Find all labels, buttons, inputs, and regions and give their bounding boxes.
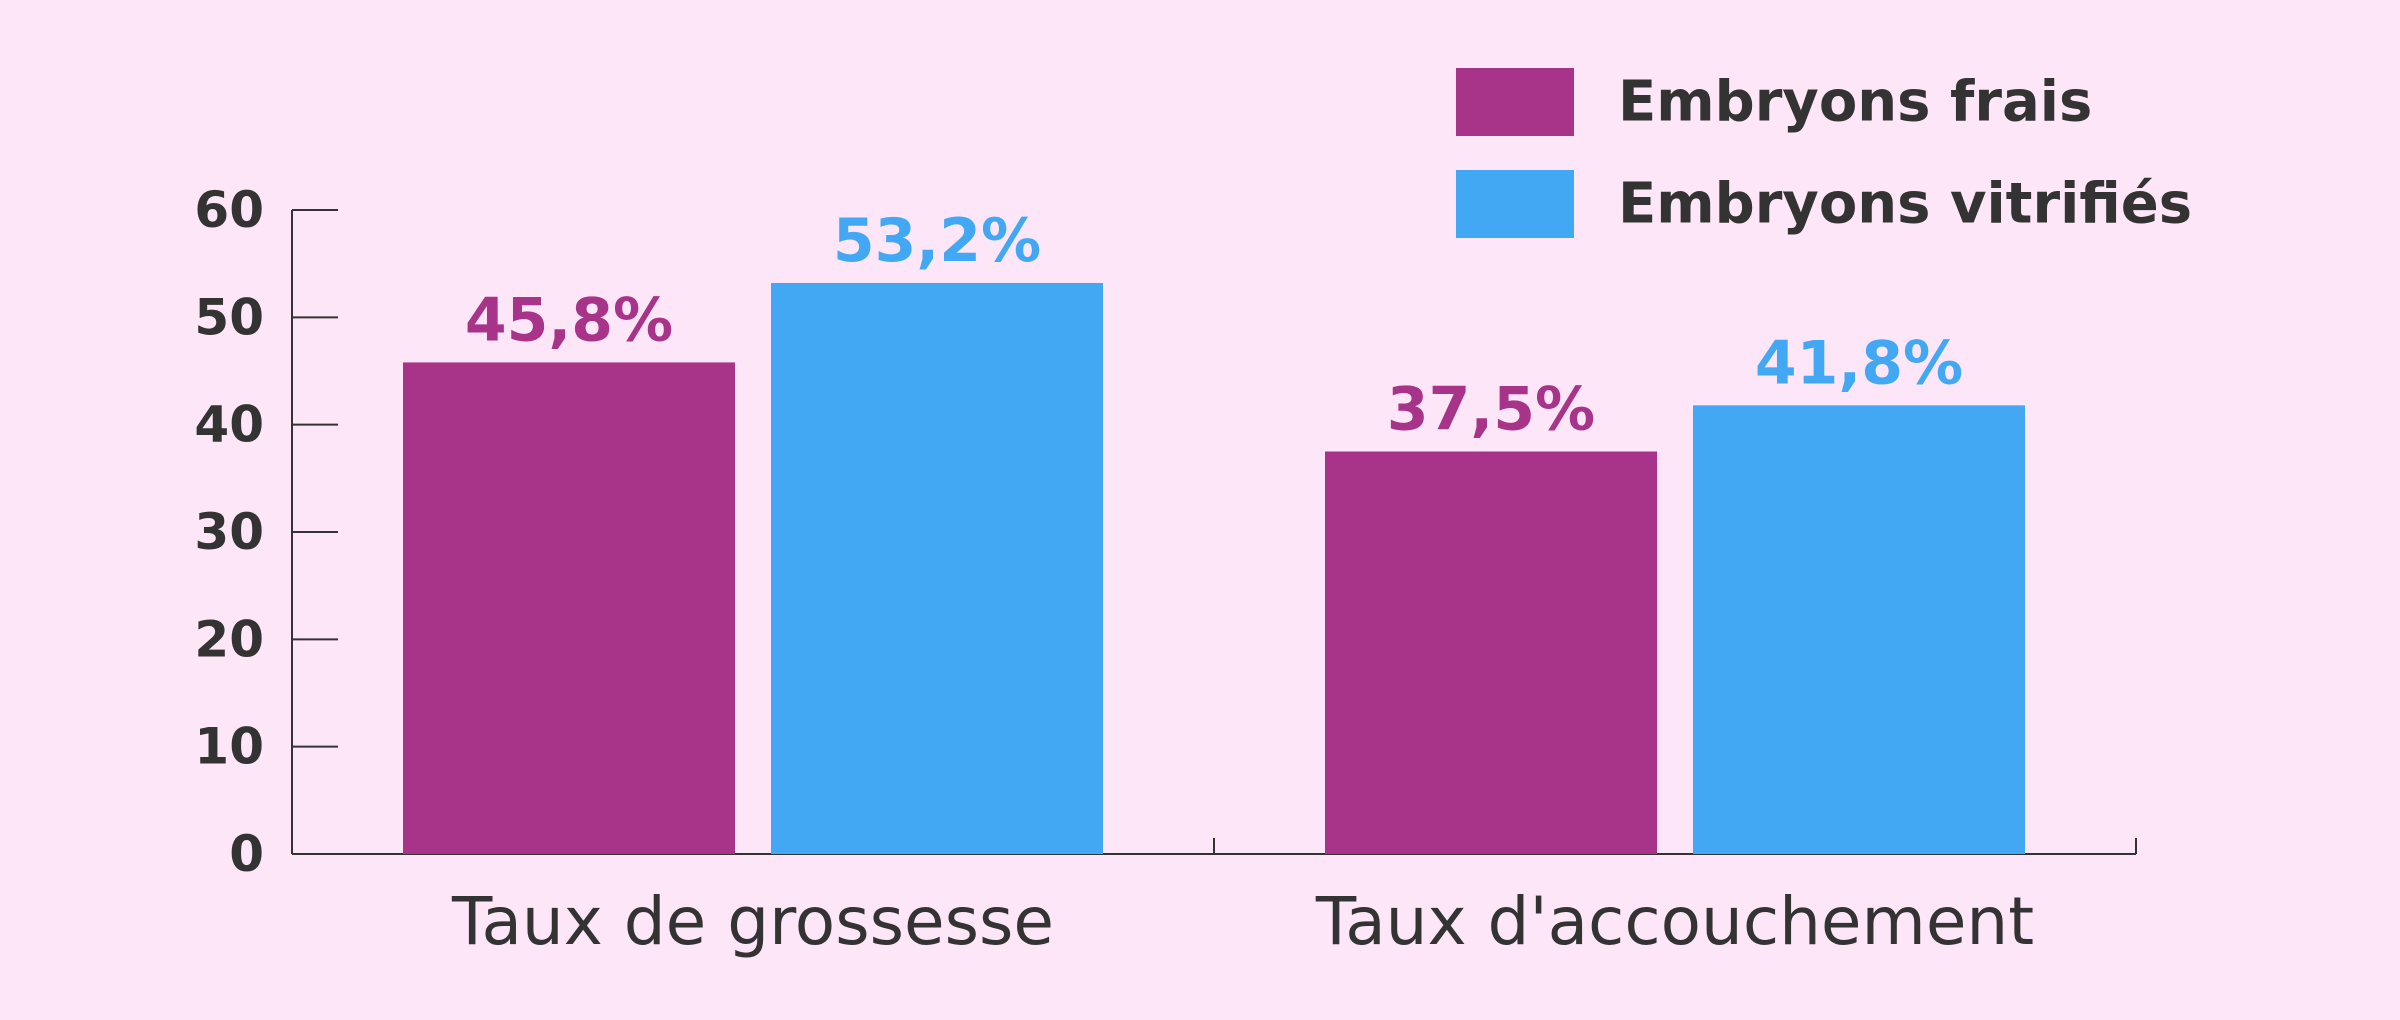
data-label: 45,8% [465, 285, 673, 355]
bars [403, 282, 2025, 854]
legend: Embryons frais Embryons vitrifiés [1456, 68, 2192, 238]
x-category-label: Taux d'accouchement [1315, 883, 2034, 960]
bar [771, 282, 1103, 854]
y-tick-label: 60 [194, 181, 264, 239]
y-tick-label: 0 [229, 825, 264, 883]
bar [1693, 405, 2025, 854]
value-labels: 45,8% 53,2% 37,5% 41,8% [465, 206, 1963, 445]
y-tick-label: 10 [194, 718, 264, 776]
bar [1325, 451, 1657, 854]
data-label: 53,2% [833, 206, 1041, 276]
data-label: 37,5% [1387, 375, 1595, 445]
bar [403, 362, 735, 854]
y-tick-label: 30 [194, 503, 264, 561]
y-tick-label: 50 [194, 288, 264, 346]
legend-label: Embryons vitrifiés [1618, 172, 2192, 237]
y-tick-label: 20 [194, 610, 264, 668]
category-labels: Taux de grossesse Taux d'accouchement [451, 883, 2034, 960]
x-category-label: Taux de grossesse [451, 883, 1054, 960]
legend-swatch [1456, 170, 1574, 238]
y-tick-label: 40 [194, 396, 264, 454]
legend-label: Embryons frais [1618, 70, 2092, 135]
y-axis: 0 10 20 30 40 50 60 [194, 181, 338, 883]
data-label: 41,8% [1755, 328, 1963, 398]
legend-swatch [1456, 68, 1574, 136]
